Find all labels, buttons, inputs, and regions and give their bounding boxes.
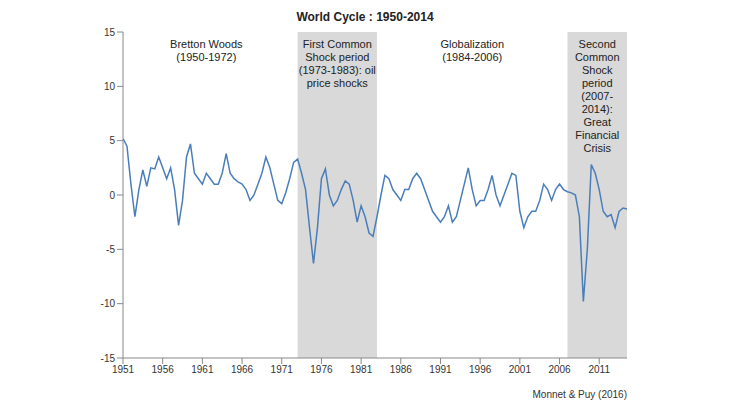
svg-text:1966: 1966 xyxy=(231,364,254,375)
svg-text:1956: 1956 xyxy=(152,364,175,375)
svg-text:1971: 1971 xyxy=(271,364,294,375)
svg-text:-15: -15 xyxy=(101,353,116,364)
svg-text:SecondCommonShockperiod(2007-2: SecondCommonShockperiod(2007-2014):Great… xyxy=(575,38,620,154)
svg-text:Bretton Woods(1950-1972): Bretton Woods(1950-1972) xyxy=(170,38,243,63)
svg-text:10: 10 xyxy=(104,81,116,92)
svg-text:Globalization(1984-2006): Globalization(1984-2006) xyxy=(440,38,504,63)
html-text:World Cycle : 1950-2014: World Cycle : 1950-2014 xyxy=(296,10,434,24)
svg-text:0: 0 xyxy=(109,190,115,201)
html-text:Monnet & Puy (2016): Monnet & Puy (2016) xyxy=(532,389,627,400)
svg-text:1951: 1951 xyxy=(112,364,135,375)
svg-text:1981: 1981 xyxy=(350,364,373,375)
svg-text:1996: 1996 xyxy=(469,364,492,375)
svg-text:1991: 1991 xyxy=(429,364,452,375)
svg-text:-10: -10 xyxy=(101,298,116,309)
svg-text:1976: 1976 xyxy=(310,364,333,375)
svg-text:15: 15 xyxy=(104,27,116,38)
svg-text:5: 5 xyxy=(109,135,115,146)
svg-text:2011: 2011 xyxy=(588,364,610,375)
svg-text:First CommonShock period(1973-: First CommonShock period(1973-1983): oil… xyxy=(299,38,376,89)
svg-text:1986: 1986 xyxy=(390,364,413,375)
svg-text:1961: 1961 xyxy=(191,364,214,375)
svg-text:2006: 2006 xyxy=(548,364,571,375)
svg-text:-5: -5 xyxy=(106,244,115,255)
svg-text:2001: 2001 xyxy=(509,364,532,375)
